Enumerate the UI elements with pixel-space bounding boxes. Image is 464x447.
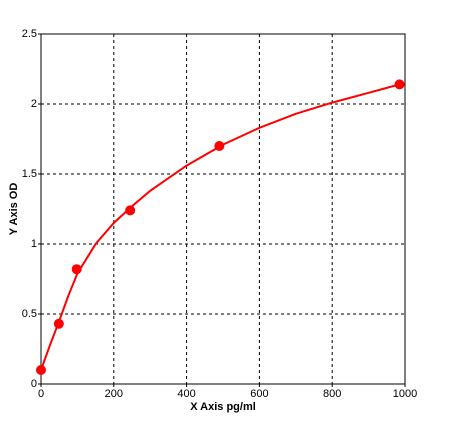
y-axis-label: Y Axis OD (8, 183, 20, 236)
x-tick-label: 600 (250, 388, 268, 400)
y-tick-label: 0 (31, 378, 37, 390)
x-tick-label: 200 (105, 388, 123, 400)
x-axis-label: X Axis pg/ml (190, 401, 256, 413)
x-tick-label: 1000 (393, 388, 417, 400)
data-point (394, 79, 405, 90)
data-point (36, 365, 46, 375)
y-tick-label: 2.5 (22, 28, 37, 40)
fit-curve (40, 83, 400, 371)
x-tick-label: 800 (323, 388, 341, 400)
data-point (53, 318, 64, 329)
y-tick-label: 1 (31, 238, 37, 250)
y-tick-label: 2 (31, 98, 37, 110)
plot-frame (40, 33, 406, 385)
data-point (214, 141, 225, 151)
y-tick-label: 1.5 (22, 168, 37, 180)
x-tick-label: 400 (177, 388, 195, 400)
y-tick-label: 0.5 (22, 308, 37, 320)
data-point (125, 205, 136, 216)
data-point (71, 264, 82, 275)
x-tick-label: 0 (38, 388, 44, 400)
